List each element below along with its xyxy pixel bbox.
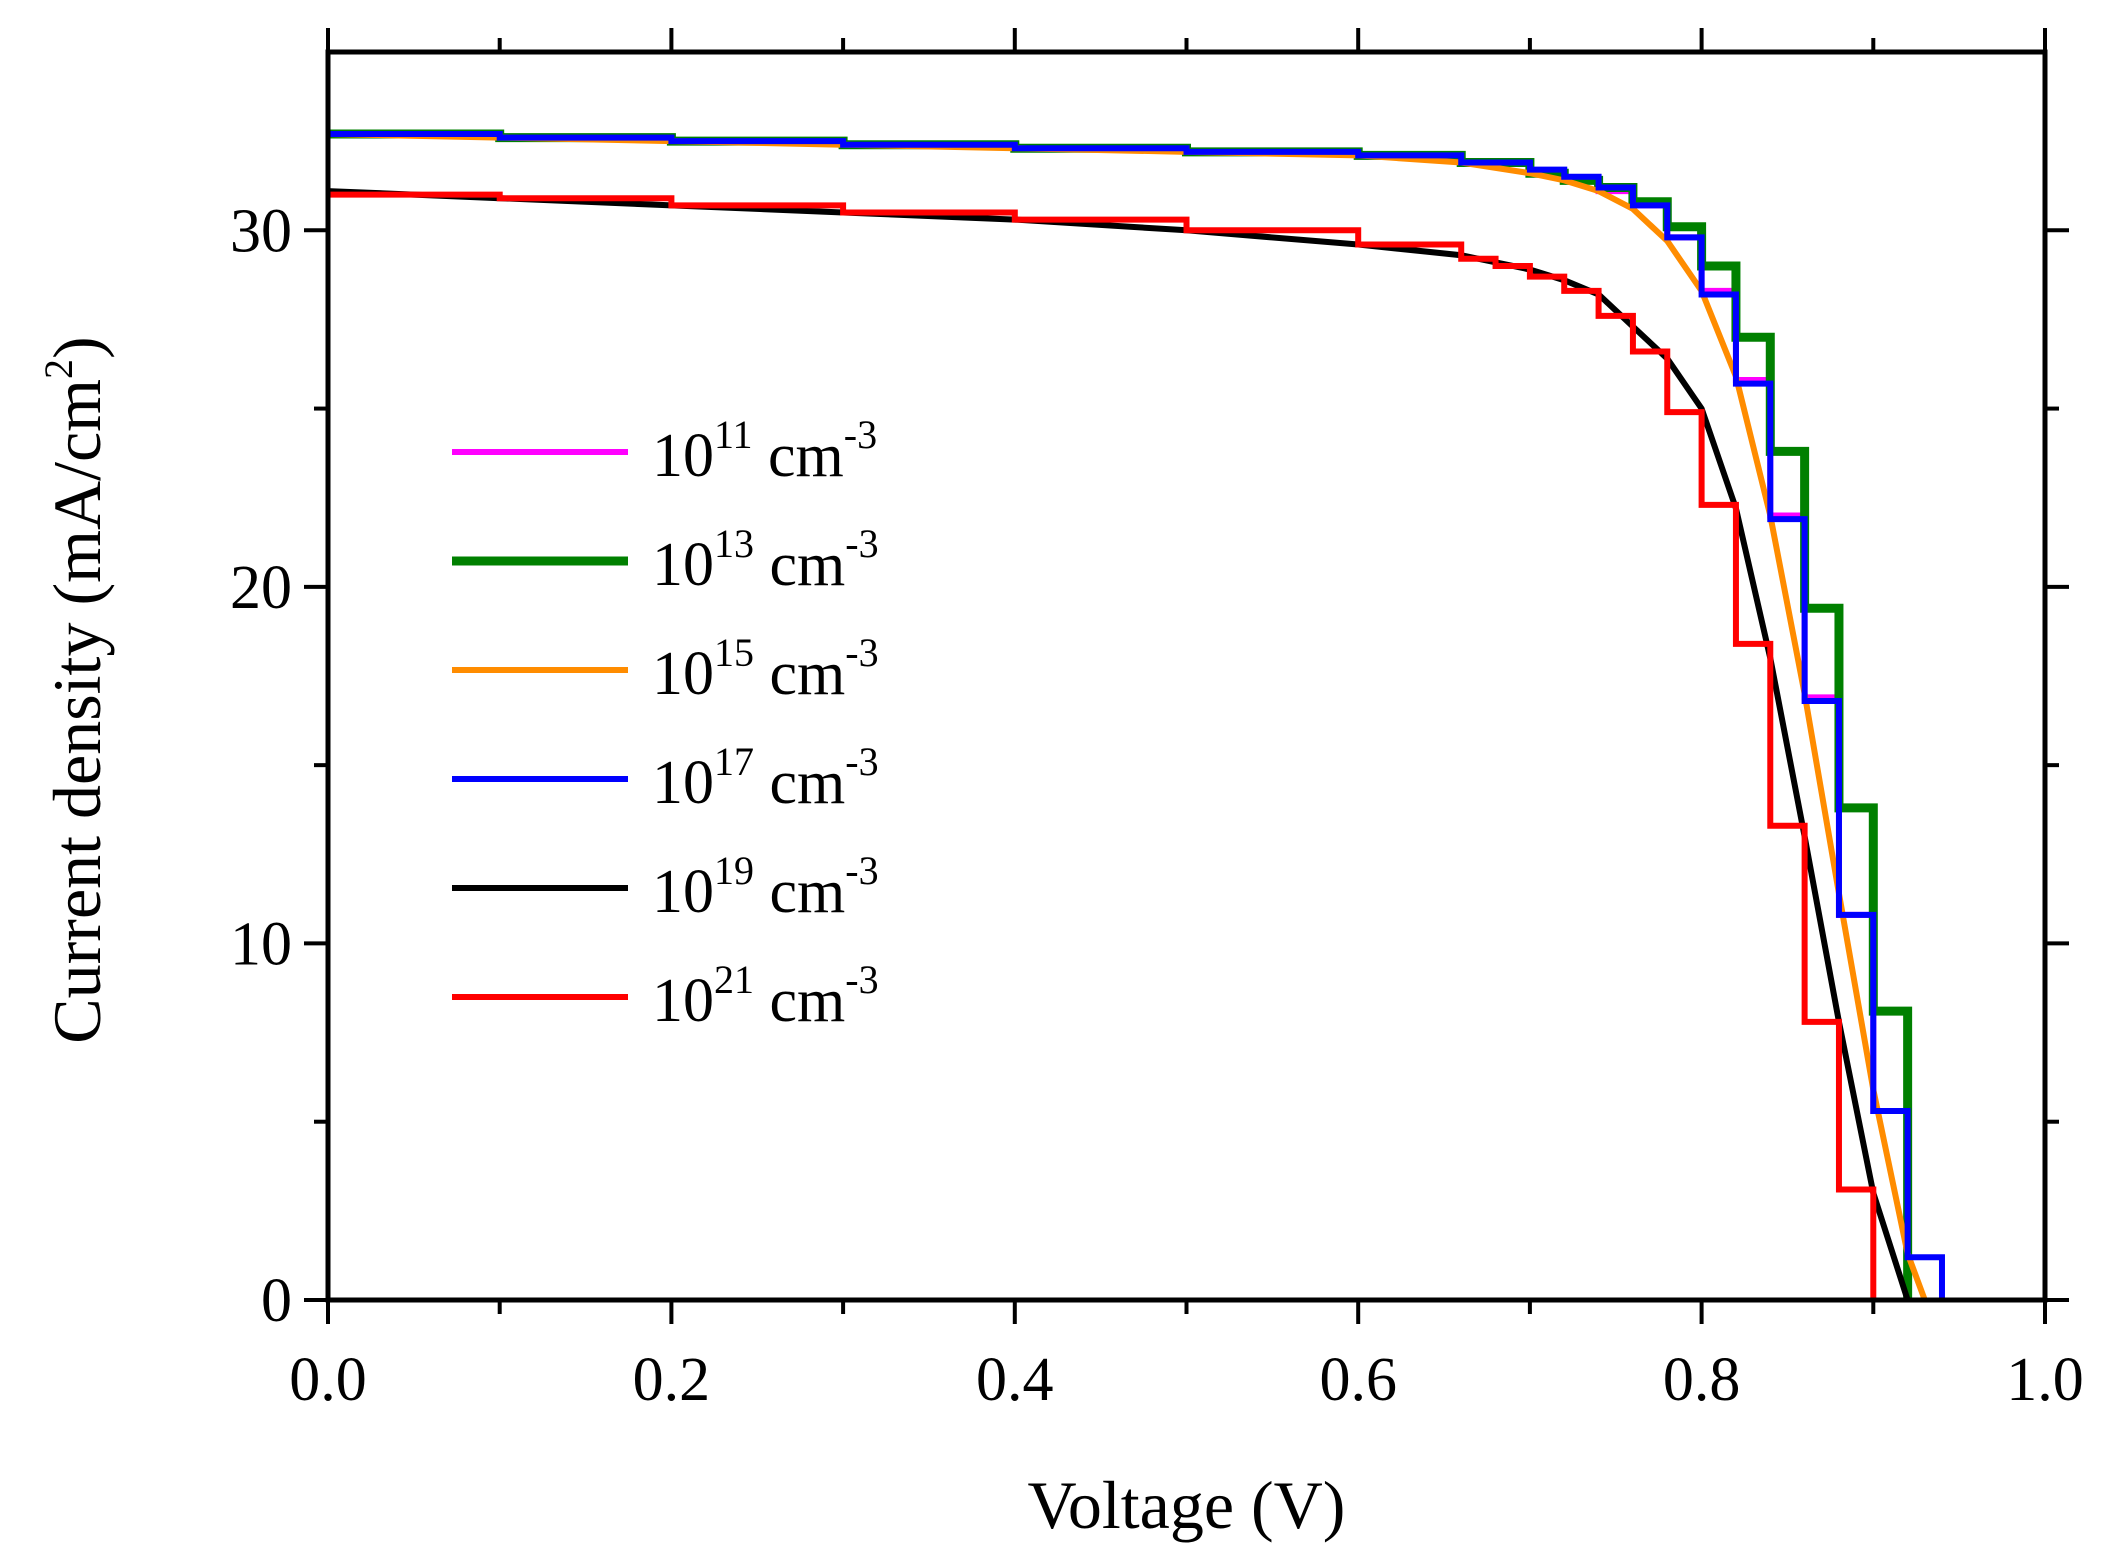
x-tick-label: 1.0 [2006, 1346, 2084, 1414]
x-tick-label: 0.8 [1663, 1346, 1741, 1414]
legend-item: 1017 cm-3 [452, 739, 879, 817]
y-axis-title: Current density (mA/cm2) [36, 336, 115, 1043]
y-tick-label: 20 [230, 554, 292, 622]
legend-item: 1019 cm-3 [452, 848, 879, 926]
legend-item: 1011 cm-3 [452, 412, 877, 490]
y-tick-label: 10 [230, 910, 292, 978]
series-line-1 [328, 131, 1911, 1300]
legend: 1011 cm-3 1013 cm-3 1015 cm-3 1017 cm-3 1019… [452, 412, 879, 1035]
series-line-3 [328, 131, 1928, 1300]
x-axis-title: Voltage (V) [1028, 1467, 1346, 1543]
x-tick-label: 0.0 [289, 1346, 367, 1414]
series-layer [328, 129, 1945, 1300]
series-line-5 [328, 188, 1911, 1300]
y-tick-label: 0 [261, 1267, 292, 1335]
series-line-4 [328, 131, 1945, 1300]
x-tick-label: 0.2 [633, 1346, 711, 1414]
legend-label: 1011 cm-3 [652, 412, 877, 490]
legend-label: 1019 cm-3 [652, 848, 879, 926]
plot-frame [325, 49, 2048, 1303]
series-line-6 [328, 191, 1877, 1300]
series-line-2 [328, 129, 1913, 1300]
legend-label: 1021 cm-3 [652, 957, 879, 1035]
legend-item: 1021 cm-3 [452, 957, 879, 1035]
legend-label: 1015 cm-3 [652, 630, 879, 708]
legend-item: 1013 cm-3 [452, 521, 879, 599]
legend-label: 1013 cm-3 [652, 521, 879, 599]
legend-item: 1015 cm-3 [452, 630, 879, 708]
axes-layer: 0.0 0.2 0.4 0.6 0.8 1.0 0 10 20 30 [230, 28, 2084, 1414]
y-tick-label: 30 [230, 197, 292, 265]
x-tick-label: 0.6 [1319, 1346, 1397, 1414]
legend-label: 1017 cm-3 [652, 739, 879, 817]
x-tick-label: 0.4 [976, 1346, 1054, 1414]
axis-titles: Voltage (V) Current density (mA/cm2) [36, 336, 1345, 1543]
